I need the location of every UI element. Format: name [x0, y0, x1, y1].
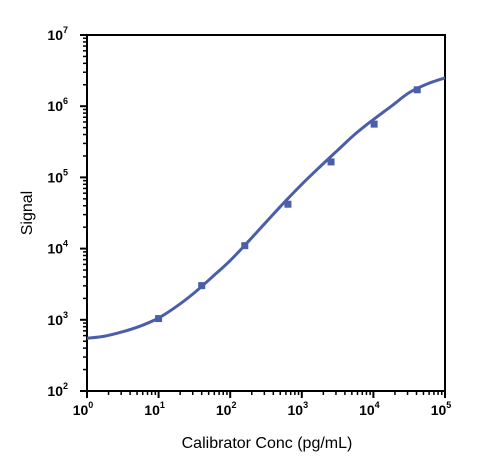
y-tick-label: 103 — [47, 310, 68, 328]
x-axis-label: Calibrator Conc (pg/mL) — [182, 435, 353, 452]
plot-frame — [86, 34, 446, 392]
data-point — [241, 242, 249, 250]
y-tick-label: 102 — [47, 381, 68, 399]
y-tick-label: 105 — [47, 167, 68, 185]
x-tick-label: 103 — [288, 400, 309, 418]
data-point — [370, 120, 378, 128]
fit-curve — [86, 76, 446, 340]
y-axis-label: Signal — [19, 191, 36, 235]
y-axis-ticks: 102 103 104 105 106 107 — [47, 25, 87, 399]
x-tick-label: 104 — [359, 400, 380, 418]
x-tick-label: 100 — [73, 400, 94, 418]
y-tick-label: 106 — [47, 96, 68, 114]
data-point — [327, 158, 335, 166]
data-point — [198, 282, 206, 290]
data-point — [155, 315, 163, 323]
y-tick-label: 104 — [47, 239, 68, 257]
x-axis-ticks: 100 101 102 103 104 105 — [73, 391, 452, 418]
y-tick-label: 107 — [47, 25, 68, 43]
x-tick-label: 105 — [431, 400, 452, 418]
data-point — [284, 200, 292, 208]
data-points — [155, 86, 421, 323]
x-tick-label: 101 — [144, 400, 165, 418]
x-tick-label: 102 — [216, 400, 237, 418]
data-point — [413, 86, 421, 94]
